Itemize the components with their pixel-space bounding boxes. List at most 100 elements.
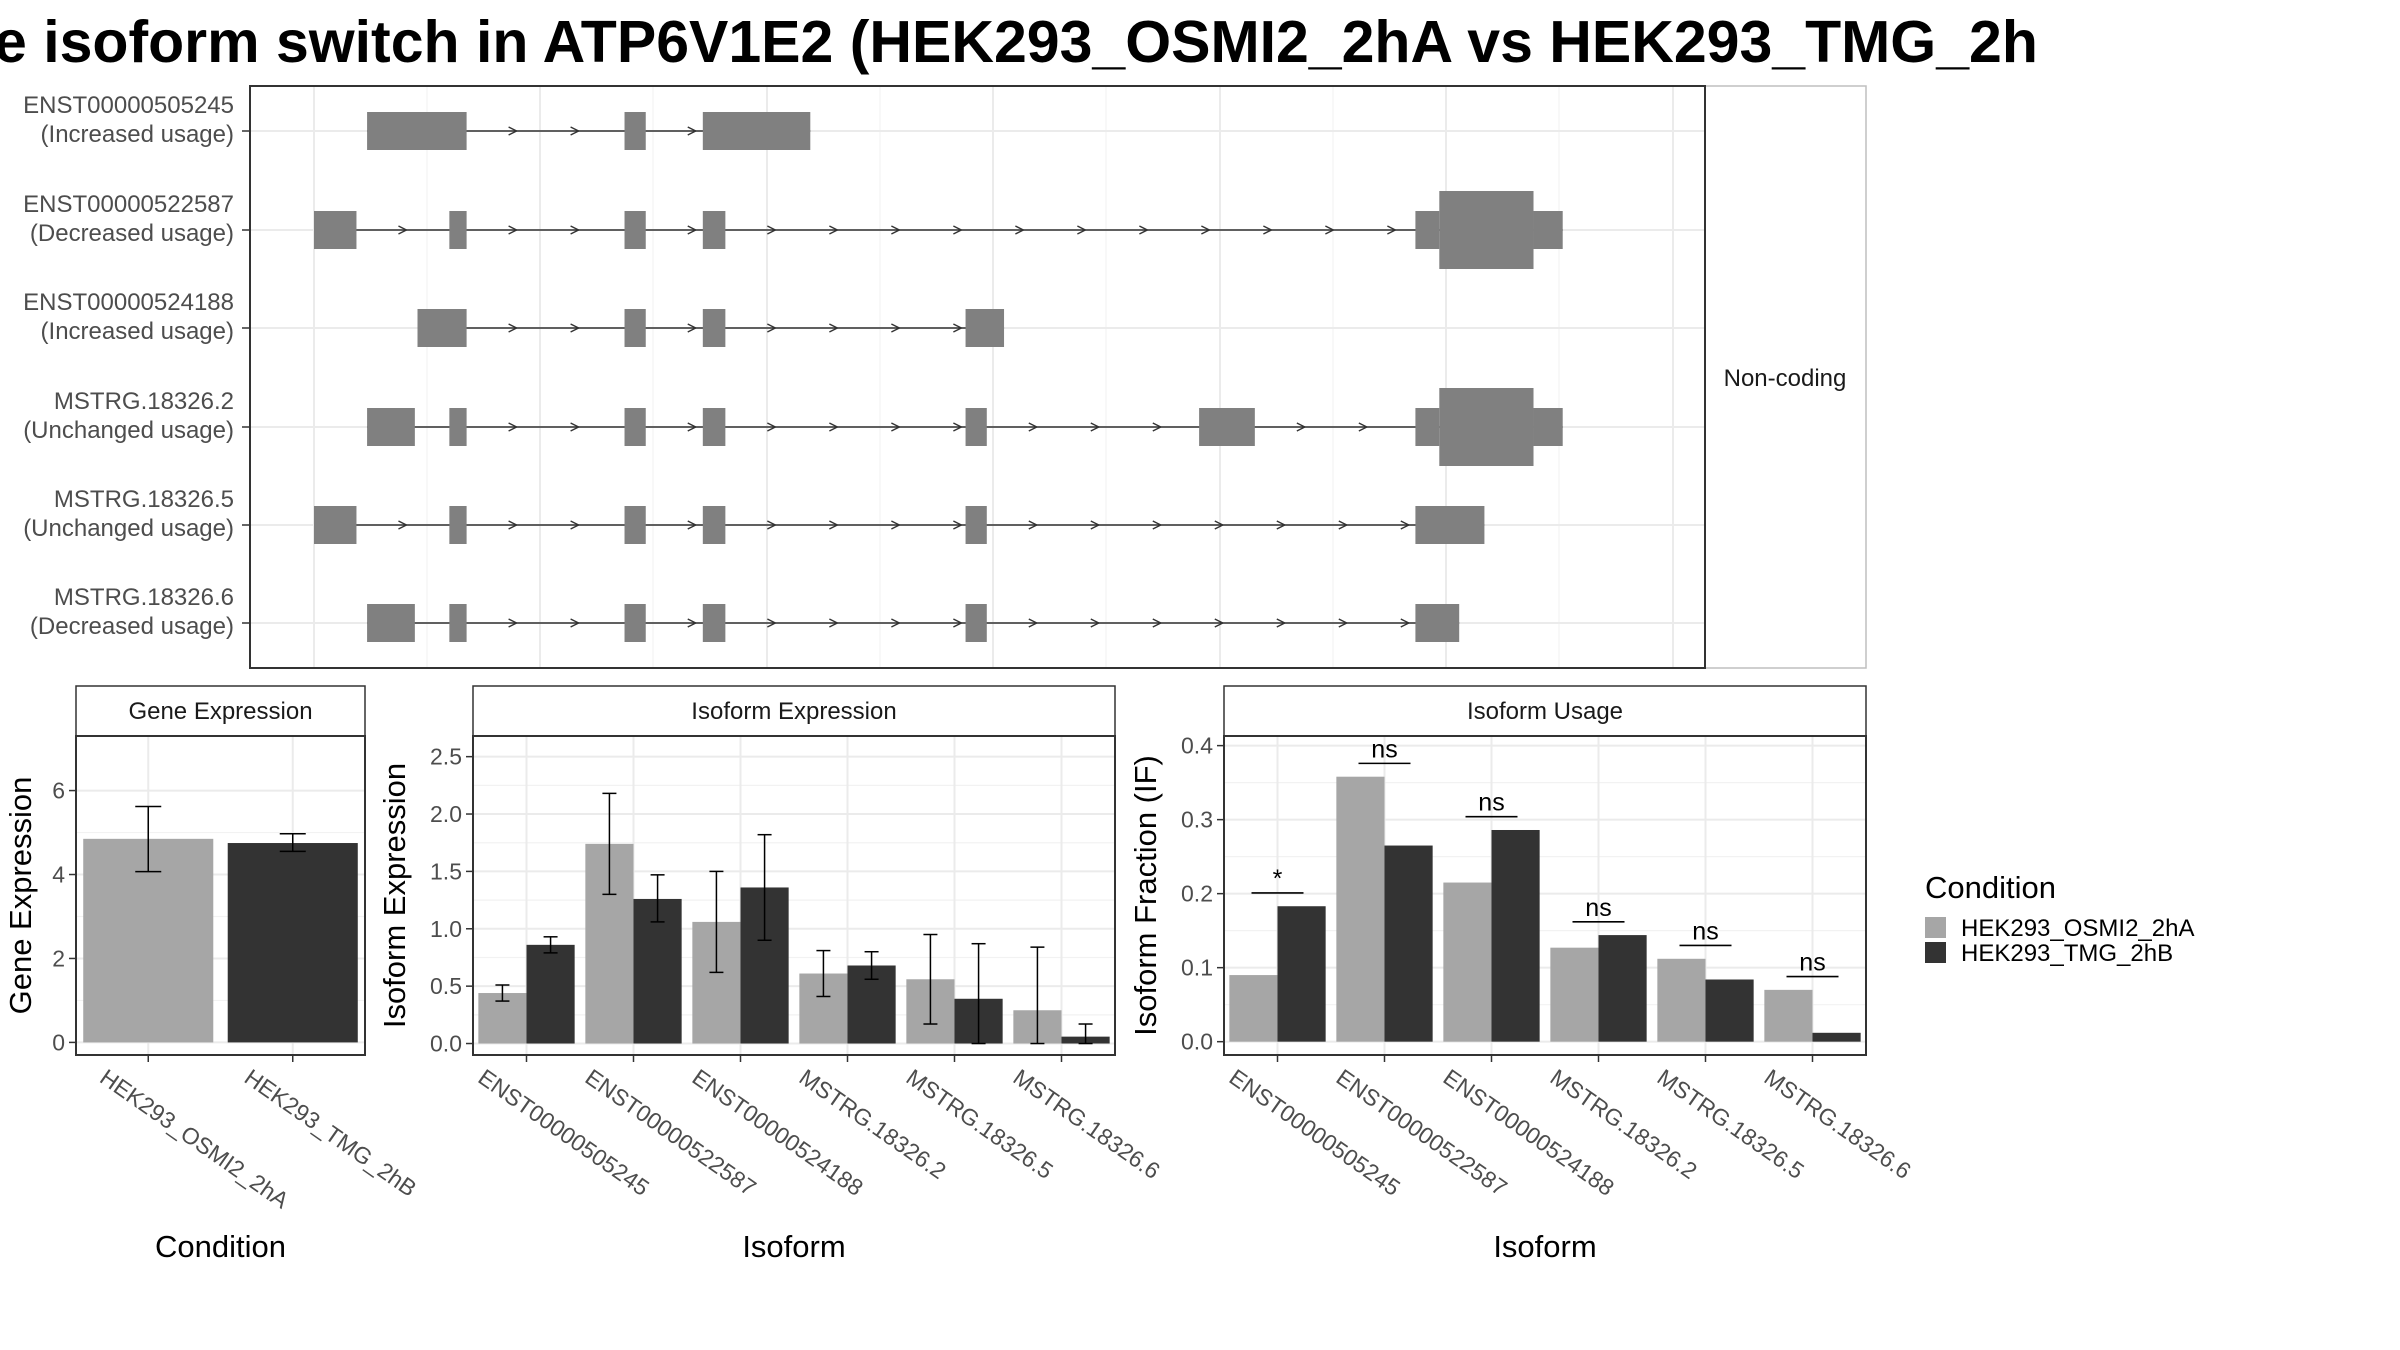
y-tick-label: 0.1: [1181, 955, 1213, 981]
exon-block: [1199, 408, 1255, 446]
y-tick-label: 4: [52, 862, 65, 888]
x-tick-label: ENST00000522587: [1332, 1064, 1512, 1201]
significance-label: ns: [1371, 735, 1397, 763]
intron-arrow: [687, 422, 698, 432]
bar: [633, 898, 682, 1044]
legend-swatch-tmg: [1925, 942, 1946, 963]
exon-block: [449, 408, 467, 446]
y-tick-label: 0: [52, 1029, 65, 1055]
intron-arrow: [570, 520, 581, 530]
intron-arrow: [508, 126, 519, 136]
bar: [1277, 906, 1326, 1042]
exon-block: [965, 506, 987, 544]
intron-arrow: [1015, 225, 1025, 235]
y-axis-title: Gene Expression: [3, 777, 38, 1015]
y-tick-label: 0.3: [1181, 807, 1213, 833]
exon-block: [624, 112, 646, 150]
exon-block: [624, 309, 646, 347]
transcript-id-label: ENST00000524188: [23, 289, 234, 316]
intron-arrow: [1358, 422, 1369, 432]
exon-block: [624, 211, 646, 249]
intron-arrow: [767, 520, 777, 530]
bar: [83, 838, 214, 1043]
intron-arrow: [1214, 520, 1225, 530]
exon-block: [1415, 604, 1460, 642]
intron-arrow: [891, 618, 901, 628]
exon-block: [314, 506, 357, 544]
bar: [1705, 979, 1754, 1042]
exon-block: [1415, 408, 1440, 446]
intron-arrow: [891, 323, 901, 333]
legend-swatch-osmi: [1925, 917, 1946, 938]
intron-arrow: [1090, 618, 1101, 628]
transcript-id-label: ENST00000505245: [23, 92, 234, 119]
exon-block: [367, 408, 415, 446]
intron-arrow: [398, 520, 409, 530]
y-tick-label: 0.0: [1181, 1029, 1213, 1055]
intron-arrow: [398, 225, 409, 235]
intron-arrow: [687, 225, 698, 235]
bar: [1764, 989, 1813, 1042]
intron-arrow: [767, 225, 777, 235]
facet-strip: [1704, 85, 1867, 669]
x-tick-label: ENST00000505245: [474, 1064, 654, 1201]
intron-arrow: [570, 126, 581, 136]
bar: [1336, 776, 1385, 1042]
intron-arrow: [891, 422, 901, 432]
intron-arrow: [829, 520, 839, 530]
x-tick-label: ENST00000524188: [688, 1064, 868, 1201]
bar: [1443, 882, 1492, 1042]
bar: [227, 843, 358, 1043]
intron-arrow: [767, 323, 777, 333]
significance-label: ns: [1799, 949, 1825, 977]
exon-block: [624, 506, 646, 544]
y-tick-label: 2.5: [430, 744, 462, 770]
x-tick-label: ENST00000505245: [1225, 1064, 1405, 1201]
intron-arrow: [767, 422, 777, 432]
x-axis-title: Isoform: [1493, 1229, 1596, 1264]
transcript-id-label: MSTRG.18326.6: [54, 584, 234, 611]
x-tick-label: ENST00000524188: [1439, 1064, 1619, 1201]
plot-background: [473, 736, 1115, 1055]
exon-block: [624, 408, 646, 446]
exon-block: [449, 604, 467, 642]
intron-arrow: [891, 225, 901, 235]
transcript-usage-label: (Increased usage): [41, 318, 234, 345]
intron-arrow: [953, 422, 963, 432]
intron-arrow: [1400, 520, 1411, 530]
transcript-id-label: MSTRG.18326.5: [54, 486, 234, 513]
x-axis-title: Isoform: [742, 1229, 845, 1264]
intron-arrow: [687, 618, 698, 628]
intron-arrow: [1276, 618, 1287, 628]
intron-arrow: [1152, 618, 1163, 628]
y-tick-label: 0.2: [1181, 881, 1213, 907]
intron-arrow: [953, 618, 963, 628]
intron-arrow: [1338, 520, 1349, 530]
y-tick-label: 1.5: [430, 858, 462, 884]
exon-block: [702, 211, 726, 249]
significance-label: ns: [1478, 789, 1504, 817]
y-axis-title: Isoform Expression: [377, 763, 412, 1028]
exon-block: [367, 604, 415, 642]
intron-arrow: [1296, 422, 1307, 432]
transcript-usage-label: (Unchanged usage): [23, 417, 234, 444]
intron-arrow: [1263, 225, 1273, 235]
significance-label: *: [1273, 865, 1283, 893]
exon-block: [702, 112, 811, 150]
transcript-panel-border: [249, 85, 1706, 669]
intron-arrow: [829, 323, 839, 333]
exon-block: [702, 408, 726, 446]
y-tick-label: 0.5: [430, 973, 462, 999]
exon-block: [624, 604, 646, 642]
plot-background: [1224, 736, 1866, 1055]
y-tick-label: 2: [52, 945, 65, 971]
intron-arrow: [508, 323, 519, 333]
significance-label: ns: [1585, 894, 1611, 922]
transcript-panel-background: [250, 86, 1705, 668]
bar: [1384, 845, 1433, 1042]
intron-arrow: [570, 422, 581, 432]
x-axis-title: Condition: [155, 1229, 286, 1264]
plot-border: [472, 735, 1116, 1056]
